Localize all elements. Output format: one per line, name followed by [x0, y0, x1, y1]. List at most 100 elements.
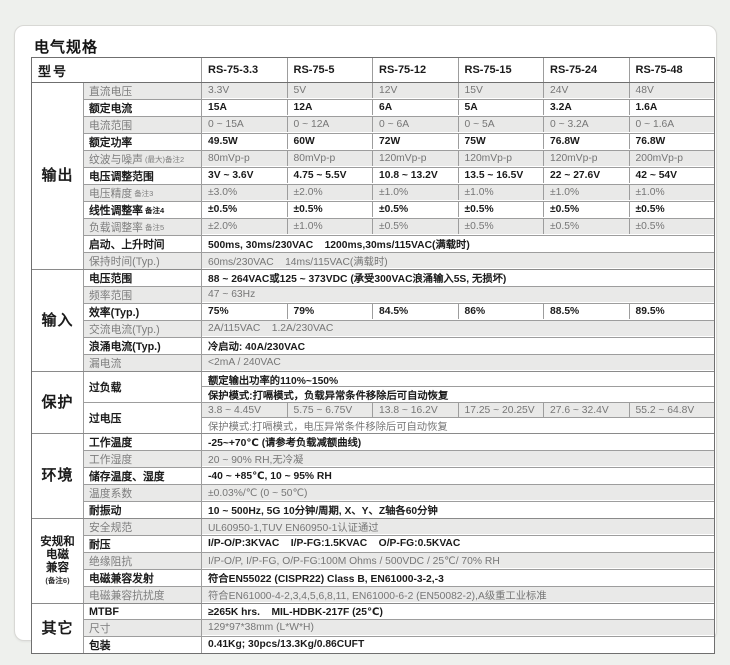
section-body: 直流电压 3.3V 5V 12V 15V 24V 48V 额定电流 15A 12A 6A 5A 3.2A…	[84, 83, 714, 269]
spec-cell: ±1.0%	[459, 185, 544, 200]
spec-group: 耐压 I/P-O/P:3KVAC I/P-FG:1.5KVAC O/P-FG:0.…	[84, 536, 714, 553]
spec-group: 电磁兼容发射 符合EN55022 (CISPR22) Class B, EN610…	[84, 570, 714, 587]
section-body: 安全规范 UL60950-1,TUV EN60950-1认证通过 耐压 I/P-O/P…	[84, 519, 714, 603]
group-rows: 75% 79% 84.5% 86% 88.5% 89.5%	[202, 304, 714, 320]
row-label: 直流电压	[84, 83, 202, 99]
spec-row: 保护模式:打嗝模式，负载异常条件移除后可自动恢复	[202, 387, 714, 402]
section-label-text: 其它	[41, 619, 74, 637]
spec-group: 储存温度、湿度 -40 ~ +85℃, 10 ~ 95% RH	[84, 468, 714, 485]
spec-cell: 120mVp-p	[459, 151, 544, 166]
group-rows: 0 ~ 15A 0 ~ 12A 0 ~ 6A 0 ~ 5A 0 ~ 3.2A 0 ~ 1.…	[202, 117, 714, 133]
spec-row: 2A/115VAC 1.2A/230VAC	[202, 321, 714, 336]
spec-cell: 15A	[202, 100, 288, 115]
spec-cell: 80mVp-p	[288, 151, 373, 166]
spec-cell: 60W	[288, 134, 373, 149]
row-label: 电流范围	[84, 117, 202, 133]
model-name: RS-75-3.3	[202, 58, 288, 82]
spec-row: 0 ~ 15A 0 ~ 12A 0 ~ 6A 0 ~ 5A 0 ~ 3.2A 0 ~ 1.…	[202, 117, 714, 132]
spec-value: -25~+70℃ (请参考负载减额曲线)	[208, 438, 362, 449]
section-label-line: 电磁	[46, 548, 69, 561]
spec-cell: 5V	[288, 83, 373, 98]
model-header-label: 型号	[32, 58, 202, 82]
spec-cell: 15V	[459, 83, 544, 98]
spec-row: <2mA / 240VAC	[202, 355, 714, 370]
spec-group: MTBF ≥265K hrs. MIL-HDBK-217F (25℃)	[84, 604, 714, 620]
section-label: 安规和 电磁 兼容 (备注6)	[32, 519, 84, 603]
row-label: 安全规范	[84, 519, 202, 535]
group-rows: <2mA / 240VAC	[202, 355, 714, 371]
spec-group: 温度系数 ±0.03%/℃ (0 ~ 50℃)	[84, 485, 714, 502]
group-rows: 88 ~ 264VAC或125 ~ 373VDC (承受300VAC浪涌输入5S…	[202, 270, 714, 286]
row-label: 过负载	[84, 372, 202, 402]
spec-row: 冷启动: 40A/230VAC	[202, 338, 714, 353]
spec-row: 20 ~ 90% RH,无冷凝	[202, 451, 714, 466]
spec-cell: 79%	[288, 304, 373, 319]
row-label-note: 备注3	[134, 188, 154, 198]
section-body: 电压范围 88 ~ 264VAC或125 ~ 373VDC (承受300VAC浪涌…	[84, 270, 714, 371]
spec-section: 安规和 电磁 兼容 (备注6) 安全规范 UL60950-1,TUV EN60950-1认…	[32, 519, 714, 604]
spec-cell: ±0.5%	[544, 202, 630, 217]
spec-row: 符合EN61000-4-2,3,4,5,6,8,11, EN61000-6-2 …	[202, 587, 714, 602]
group-rows: 符合EN55022 (CISPR22) Class B, EN61000-3-2…	[202, 570, 714, 586]
spec-value: 88 ~ 264VAC或125 ~ 373VDC (承受300VAC浪涌输入5S…	[208, 274, 507, 285]
spec-cell: 200mVp-p	[635, 153, 684, 164]
spec-value: 20 ~ 90% RH,无冷凝	[208, 455, 304, 466]
group-rows: 3.8 ~ 4.45V 5.75 ~ 6.75V 13.8 ~ 16.2V 17.25…	[202, 403, 714, 433]
spec-cell: ±1.0%	[288, 219, 373, 234]
spec-group: 工作温度 -25~+70℃ (请参考负载减额曲线)	[84, 434, 714, 451]
row-label: 电压精度 备注3	[84, 185, 202, 201]
spec-group: 电流范围 0 ~ 15A 0 ~ 12A 0 ~ 6A 0 ~ 5A 0 ~ 3.2A 0 …	[84, 117, 714, 134]
row-label: 电磁兼容发射	[84, 570, 202, 586]
spec-cell: 3.2A	[544, 100, 630, 115]
model-name: RS-75-24	[544, 58, 630, 82]
row-label: 电压范围	[84, 270, 202, 286]
spec-cell: 0 ~ 12A	[288, 117, 373, 132]
row-label: MTBF	[84, 604, 202, 619]
section-label-line: 安规和	[40, 535, 75, 548]
spec-cell: 0 ~ 1.6A	[635, 119, 675, 130]
spec-group: 交流电流(Typ.) 2A/115VAC 1.2A/230VAC	[84, 321, 714, 338]
spec-row: -25~+70℃ (请参考负载减额曲线)	[202, 434, 714, 449]
row-label: 绝缘阻抗	[84, 553, 202, 569]
spec-cell: 75W	[459, 134, 544, 149]
row-label: 浪涌电流(Typ.)	[84, 338, 202, 354]
page-title: 电气规格	[34, 39, 99, 56]
group-rows: 冷启动: 40A/230VAC	[202, 338, 714, 354]
spec-cell: 6A	[373, 100, 459, 115]
row-label: 保持时间(Typ.)	[84, 253, 202, 269]
spec-group: 保持时间(Typ.) 60ms/230VAC 14ms/115VAC(满载时)	[84, 253, 714, 269]
model-header-row: 型号 RS-75-3.3 RS-75-5 RS-75-12 RS-75-15 RS-75-…	[32, 58, 714, 83]
spec-row: UL60950-1,TUV EN60950-1认证通过	[202, 519, 714, 534]
row-label: 耐振动	[84, 502, 202, 518]
group-rows: 3V ~ 3.6V 4.75 ~ 5.5V 10.8 ~ 13.2V 13.5 ~ 1…	[202, 168, 714, 184]
spec-cell: ±0.5%	[544, 219, 630, 234]
group-rows: ±3.0% ±2.0% ±1.0% ±1.0% ±1.0% ±1.0%	[202, 185, 714, 201]
spec-cell: 120mVp-p	[544, 151, 630, 166]
spec-cell: ±2.0%	[202, 219, 288, 234]
spec-cell: 120mVp-p	[373, 151, 459, 166]
spec-row: 保护模式:打嗝模式，电压异常条件移除后可自动恢复	[202, 418, 714, 433]
spec-cell: 22 ~ 27.6V	[544, 168, 630, 183]
spec-cell: 12V	[373, 83, 459, 98]
spec-row: ±0.5% ±0.5% ±0.5% ±0.5% ±0.5% ±0.5%	[202, 202, 714, 217]
spec-value: <2mA / 240VAC	[208, 357, 281, 368]
spec-cell: 27.6 ~ 32.4V	[544, 403, 630, 417]
spec-cell: 0 ~ 6A	[373, 117, 459, 132]
spec-group: 过负载 额定输出功率的110%~150% 保护模式:打嗝模式，负载异常条件移除后可自…	[84, 372, 714, 403]
section-label-line: 兼容	[46, 562, 69, 575]
spec-value: I/P-O/P, I/P-FG, O/P-FG:100M Ohms / 500V…	[208, 555, 500, 567]
spec-value: ±0.03%/℃ (0 ~ 50℃)	[208, 487, 308, 499]
row-label: 耐压	[84, 536, 202, 552]
spec-cell: 76.8W	[544, 134, 630, 149]
spec-row: 80mVp-p 80mVp-p 120mVp-p 120mVp-p 120mVp-p 20…	[202, 151, 714, 166]
row-label: 储存温度、湿度	[84, 468, 202, 484]
spec-row: ±2.0% ±1.0% ±0.5% ±0.5% ±0.5% ±0.5%	[202, 219, 714, 234]
spec-cell: 24V	[544, 83, 630, 98]
spec-cell: 3.3V	[202, 83, 288, 98]
spec-group: 频率范围 47 ~ 63Hz	[84, 287, 714, 304]
spec-row: 49.5W 60W 72W 75W 76.8W 76.8W	[202, 134, 714, 149]
spec-cell: 10.8 ~ 13.2V	[373, 168, 459, 183]
spec-row: 60ms/230VAC 14ms/115VAC(满载时)	[202, 253, 714, 268]
model-name: RS-75-5	[288, 58, 373, 82]
spec-group: 线性调整率 备注4 ±0.5% ±0.5% ±0.5% ±0.5% ±0.5% ±0.5%	[84, 202, 714, 219]
